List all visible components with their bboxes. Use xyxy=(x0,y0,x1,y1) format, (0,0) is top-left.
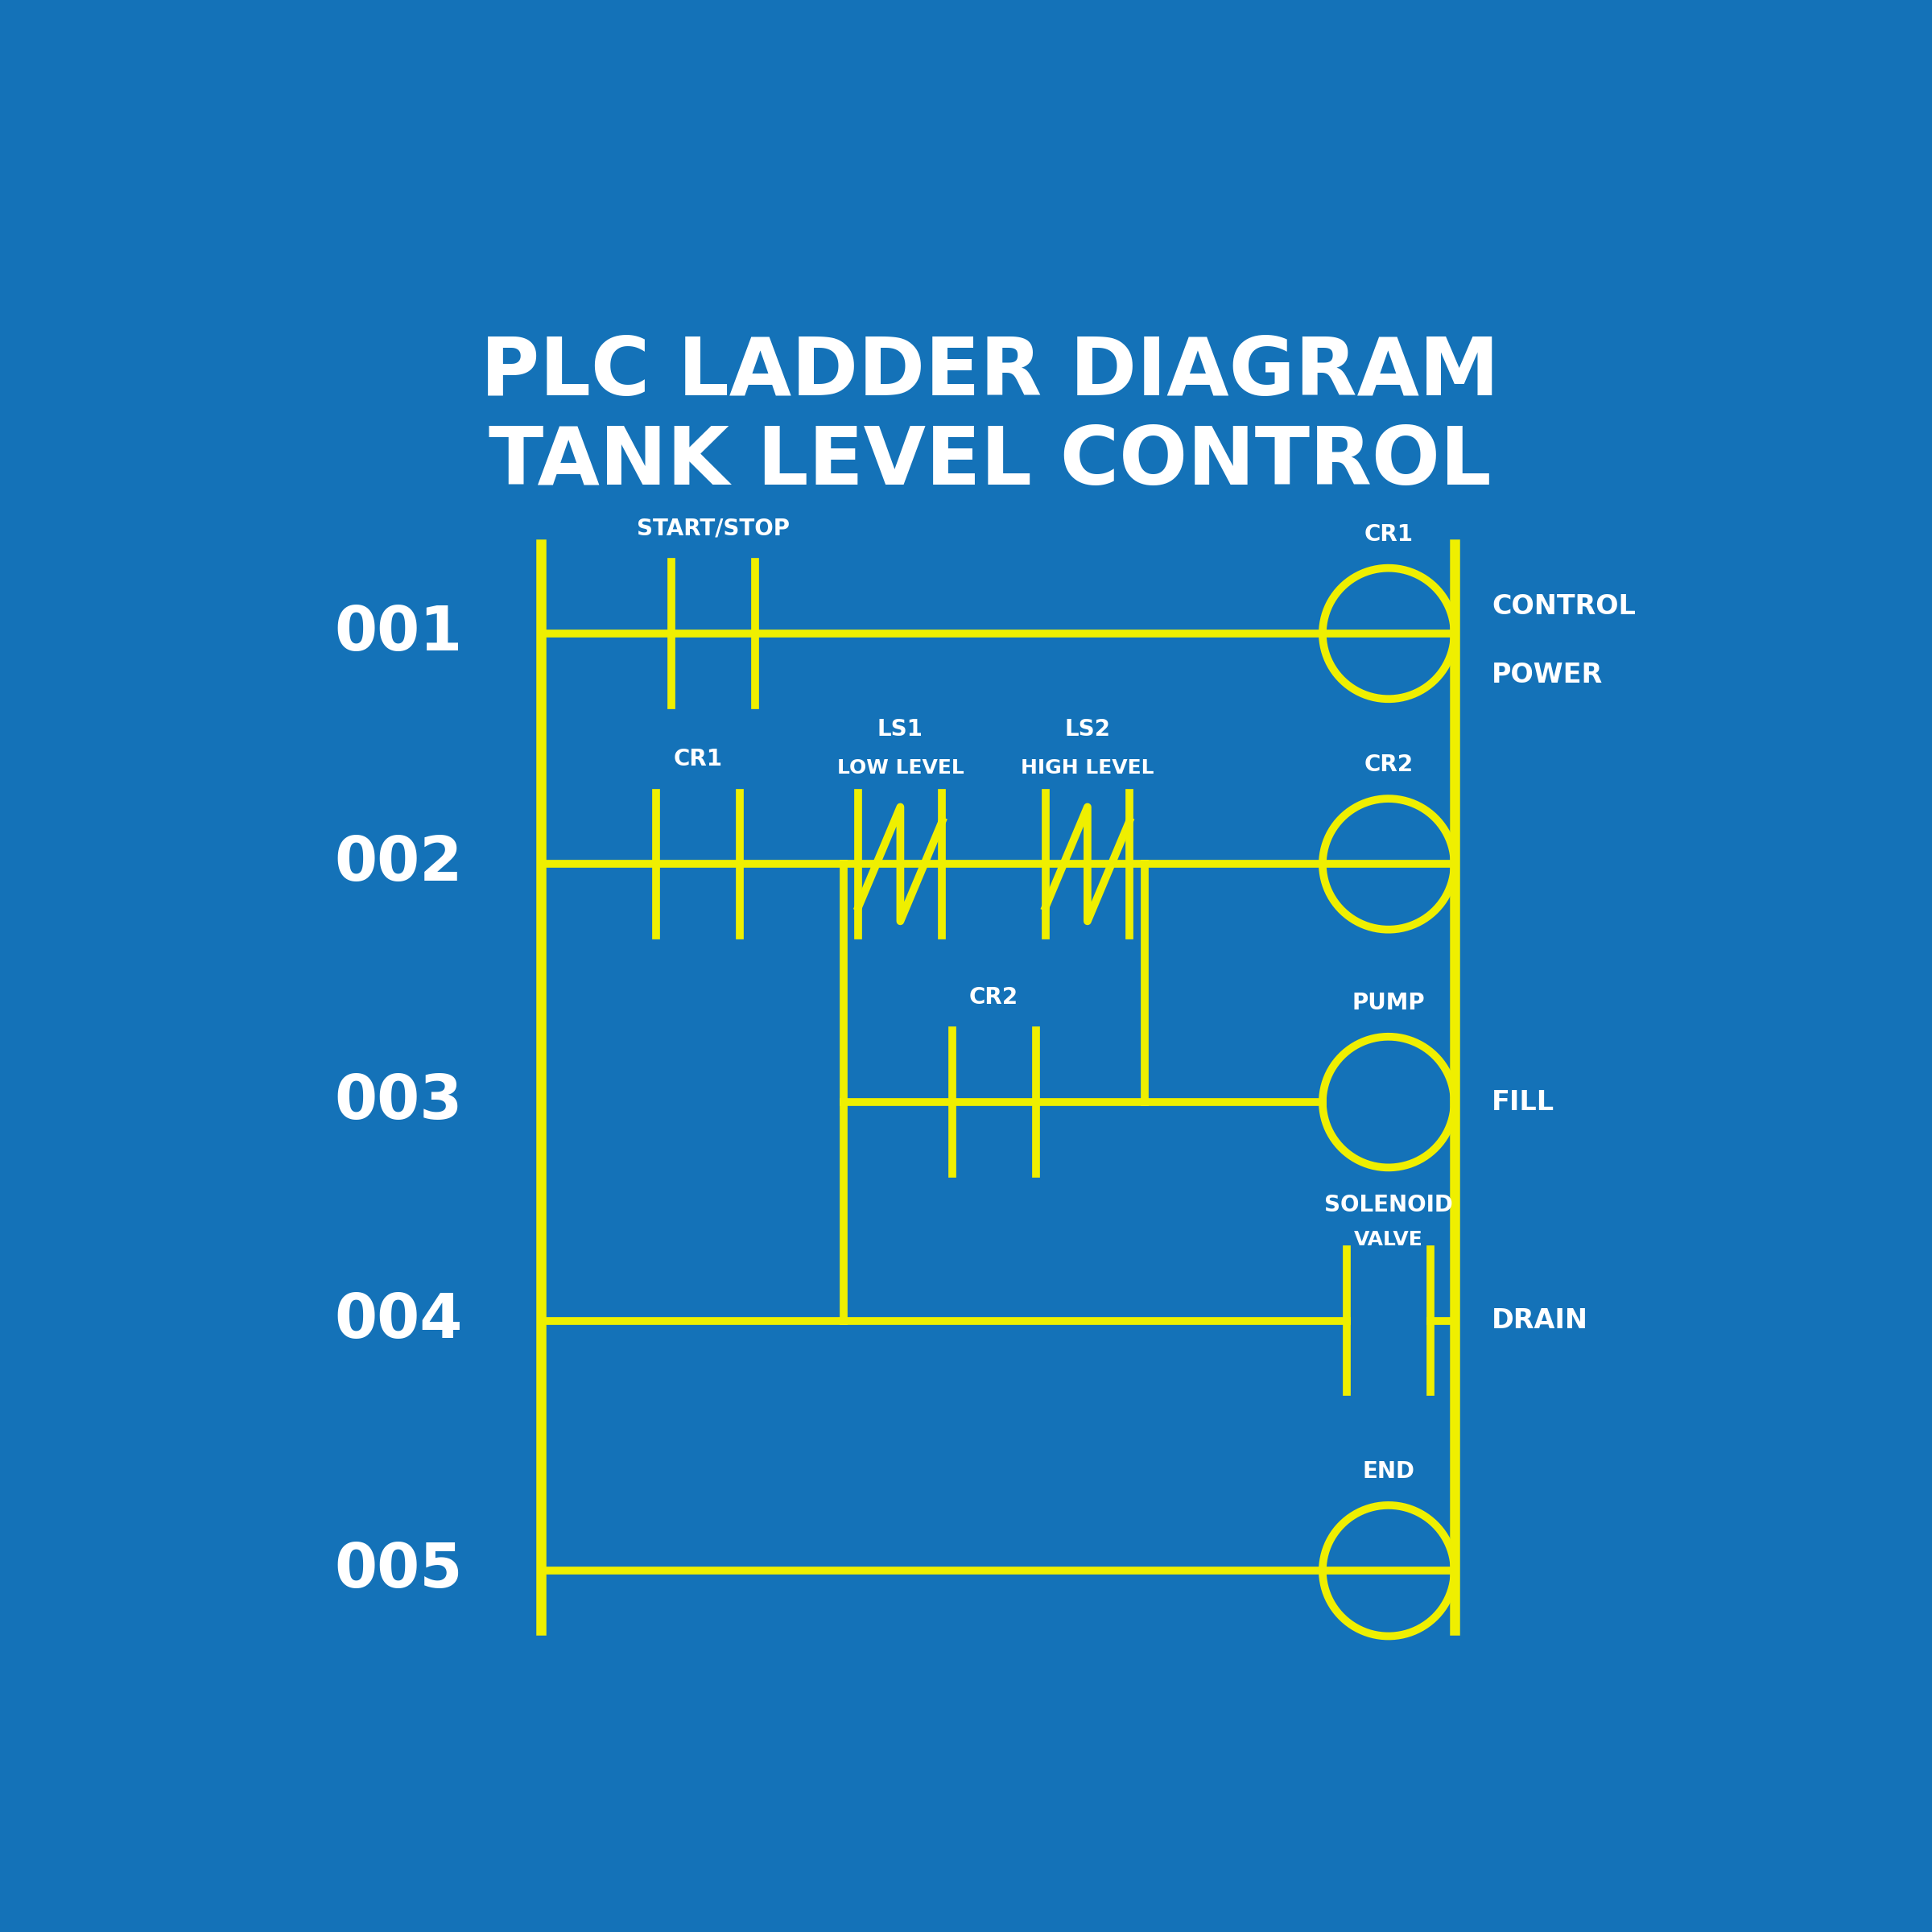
Text: CONTROL: CONTROL xyxy=(1492,593,1636,620)
Text: END: END xyxy=(1362,1461,1414,1484)
Text: DRAIN: DRAIN xyxy=(1492,1308,1588,1335)
Text: START/STOP: START/STOP xyxy=(638,518,790,539)
Text: HIGH LEVEL: HIGH LEVEL xyxy=(1020,759,1153,779)
Text: LS1: LS1 xyxy=(877,719,923,740)
Text: VALVE: VALVE xyxy=(1354,1231,1424,1250)
Text: 001: 001 xyxy=(334,603,464,663)
Text: PUMP: PUMP xyxy=(1352,991,1426,1014)
Text: PLC LADDER DIAGRAM: PLC LADDER DIAGRAM xyxy=(481,334,1499,412)
Text: LS2: LS2 xyxy=(1065,719,1111,740)
Text: CR1: CR1 xyxy=(1364,524,1412,545)
Text: SOLENOID: SOLENOID xyxy=(1323,1194,1453,1217)
Text: 005: 005 xyxy=(334,1542,464,1600)
Text: CR2: CR2 xyxy=(1364,753,1412,777)
Text: CR1: CR1 xyxy=(674,748,723,771)
Text: FILL: FILL xyxy=(1492,1090,1555,1115)
Text: CR2: CR2 xyxy=(970,985,1018,1009)
Text: TANK LEVEL CONTROL: TANK LEVEL CONTROL xyxy=(489,423,1492,502)
Text: LOW LEVEL: LOW LEVEL xyxy=(837,759,964,779)
Text: POWER: POWER xyxy=(1492,663,1604,688)
Text: 003: 003 xyxy=(334,1072,464,1132)
Text: 004: 004 xyxy=(334,1291,464,1350)
Text: 002: 002 xyxy=(334,835,464,895)
